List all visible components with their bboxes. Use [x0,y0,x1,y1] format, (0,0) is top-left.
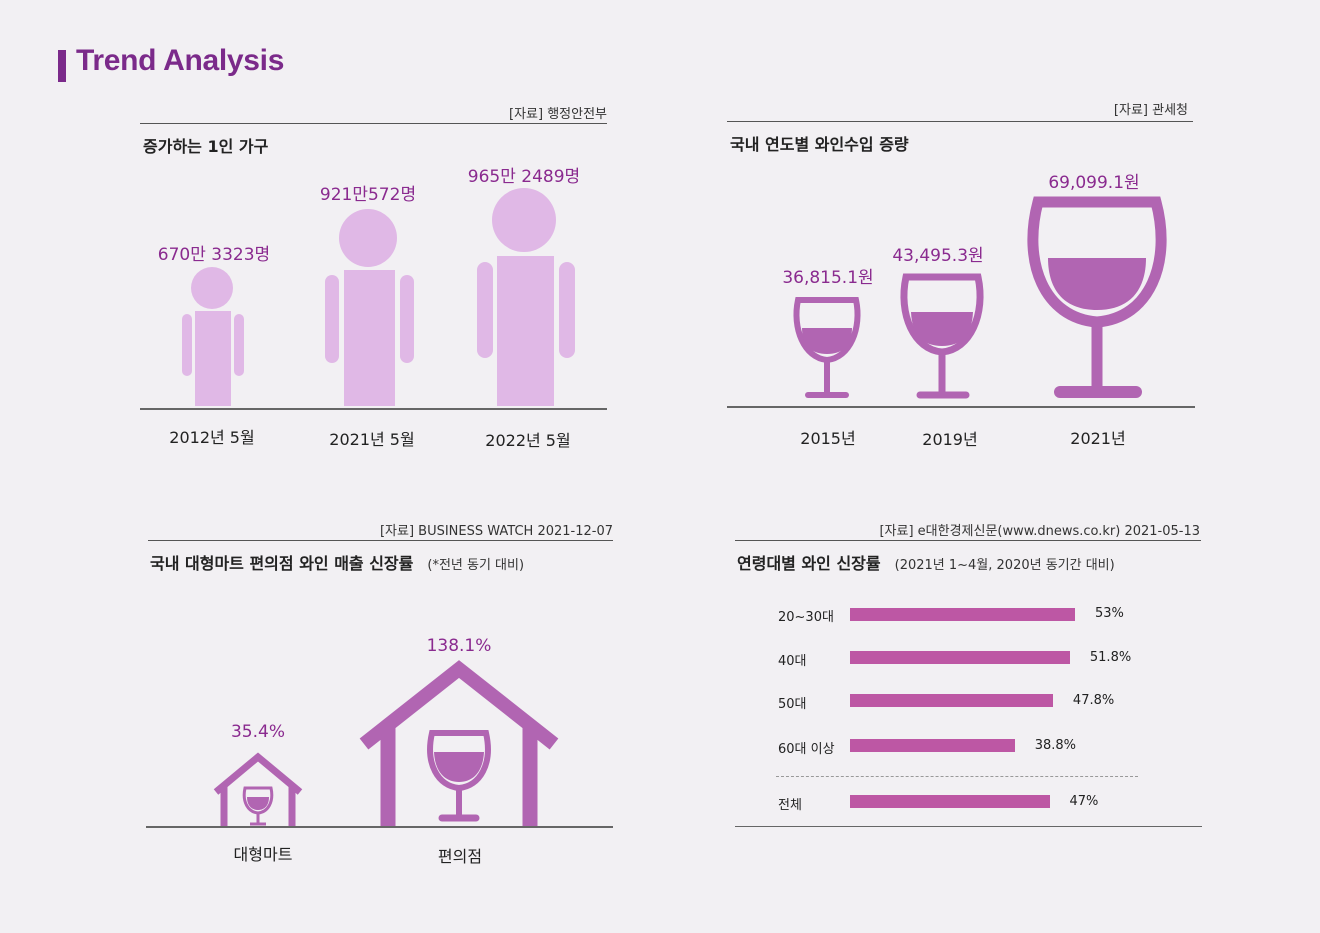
x-tick-label: 2015년 [800,429,856,448]
bar [850,739,1015,752]
x-tick-label: 2021년 5월 [329,430,415,449]
house-icon-mart [213,752,303,826]
x-tick-label: 2012년 5월 [169,428,255,447]
source-age: [자료] e대한경제신문(www.dnews.co.kr) 2021-05-13 [879,524,1200,539]
person-icon-2022 [477,188,575,406]
panel-rule [148,540,613,541]
value-label: 670만 3323명 [157,245,271,265]
wine-glass-icon-2015 [793,297,861,398]
panel-rule [735,540,1201,541]
panel-subtitle: (*전년 동기 대비) [427,558,525,573]
axis-baseline [140,408,607,410]
source-household: [자료] 행정안전부 [509,107,607,122]
y-tick-label: 50대 [778,697,807,712]
panel-title-text: 국내 대형마트 편의점 와인 매출 신장률 [150,554,414,573]
value-label: 69,099.1원 [1048,173,1140,193]
panel-subtitle: (2021년 1~4월, 2020년 동기간 대비) [894,558,1115,573]
bar-value-label: 51.8% [1089,650,1132,665]
bar-value-label: 47.8% [1072,693,1115,708]
bar [850,608,1075,621]
panel-title-text: 연령대별 와인 신장률 [737,554,881,573]
y-tick-label: 40대 [778,654,807,669]
bar-value-label: 47% [1069,794,1099,809]
x-tick-label: 2021년 [1070,429,1126,448]
person-icon-2012 [182,267,244,406]
page-title: Trend Analysis [76,44,285,77]
value-label: 921만572명 [319,185,417,205]
axis-baseline [735,826,1202,827]
y-tick-label: 20~30대 [778,610,834,625]
value-label: 138.1% [426,636,492,656]
value-label: 965만 2489명 [467,167,581,187]
y-tick-label: 전체 [778,798,802,813]
bar-value-label: 53% [1095,606,1124,621]
house-icon-convenience [359,660,559,826]
x-tick-label: 편의점 [437,847,483,866]
title-accent-bar [58,50,66,82]
y-tick-label: 60대 이상 [778,742,835,757]
value-label: 36,815.1원 [782,268,874,288]
wine-glass-icon-2021 [1027,196,1167,398]
value-label: 43,495.3원 [892,246,984,266]
wine-glass-icon-2019 [900,273,984,399]
value-label: 35.4% [230,722,285,742]
x-tick-label: 2022년 5월 [485,431,571,450]
panel-title-wine-import: 국내 연도별 와인수입 증량 [730,135,909,154]
x-tick-label: 대형마트 [233,845,293,864]
x-tick-label: 2019년 [922,430,978,449]
panel-title-sales: 국내 대형마트 편의점 와인 매출 신장률 (*전년 동기 대비) [150,550,524,574]
bar-value-label: 38.8% [1034,738,1077,753]
bar [850,694,1053,707]
person-icon-2021 [325,209,414,406]
panel-rule [727,121,1193,122]
source-sales: [자료] BUSINESS WATCH 2021-12-07 [379,524,613,539]
axis-baseline [727,406,1195,408]
source-wine-import: [자료] 관세청 [1113,103,1188,118]
panel-title-household: 증가하는 1인 가구 [143,137,269,156]
bar [850,651,1070,664]
panel-title-age: 연령대별 와인 신장률 (2021년 1~4월, 2020년 동기간 대비) [737,550,1115,574]
axis-baseline [146,826,613,828]
bar [850,795,1050,808]
panel-rule [140,123,607,124]
separator-dotted [776,776,1138,777]
